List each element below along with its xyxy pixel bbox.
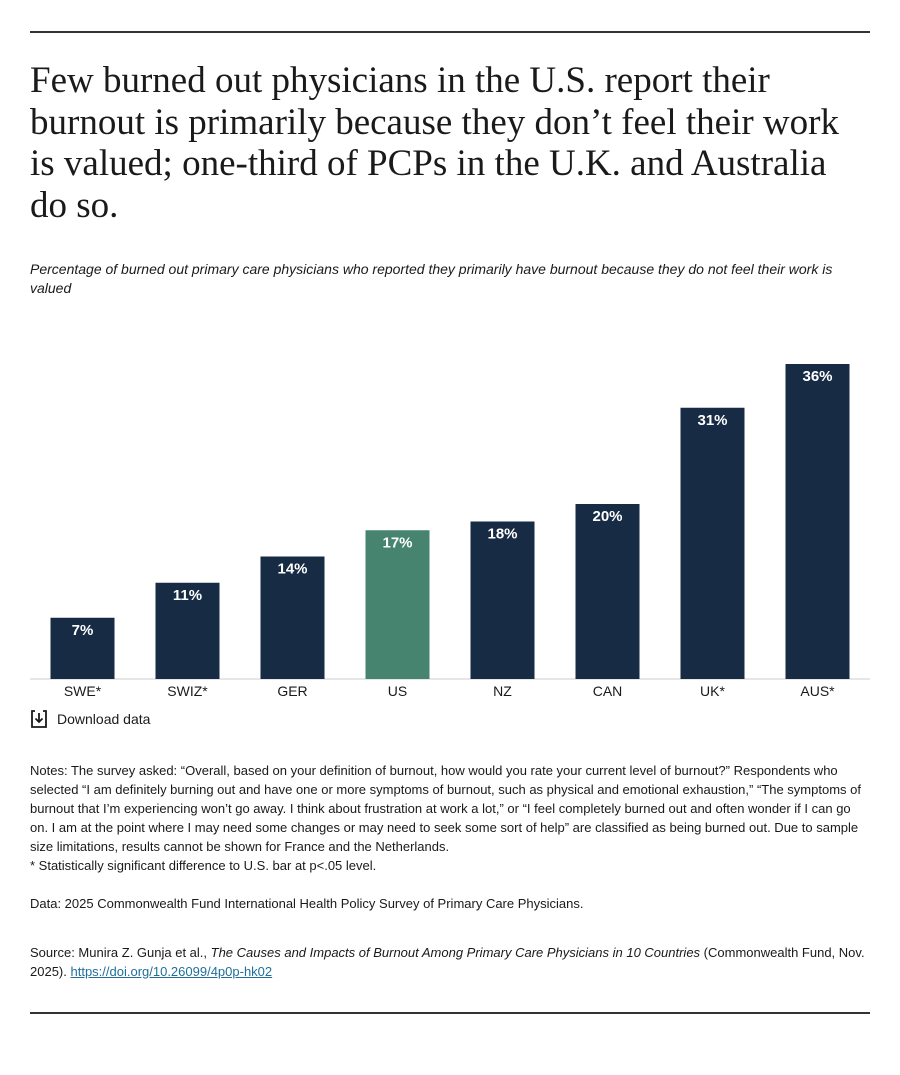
notes: Notes: The survey asked: “Overall, based… bbox=[30, 761, 870, 875]
chart-subtitle: Percentage of burned out primary care ph… bbox=[30, 261, 833, 296]
value-label: 31% bbox=[697, 412, 727, 429]
x-tick-label: US bbox=[388, 683, 407, 699]
bar bbox=[680, 407, 745, 679]
value-label: 17% bbox=[382, 534, 412, 551]
value-label: 36% bbox=[802, 368, 832, 385]
notes-text: Notes: The survey asked: “Overall, based… bbox=[30, 763, 861, 854]
x-tick-label: NZ bbox=[493, 683, 512, 699]
bar bbox=[365, 530, 430, 679]
x-tick-label: CAN bbox=[593, 683, 623, 699]
data-source: Data: 2025 Commonwealth Fund Internation… bbox=[30, 896, 584, 911]
bar bbox=[575, 504, 640, 679]
chart-title: Few burned out physicians in the U.S. re… bbox=[30, 60, 839, 226]
download-label: Download data bbox=[57, 711, 151, 727]
value-label: 14% bbox=[277, 561, 307, 578]
x-tick-label: GER bbox=[277, 683, 307, 699]
source-suffix: (Commonwealth Fund, Nov. 2025). bbox=[30, 945, 865, 979]
x-tick-label: UK* bbox=[700, 683, 725, 699]
value-label: 20% bbox=[592, 508, 622, 525]
x-tick-label: AUS* bbox=[800, 683, 835, 699]
value-label: 7% bbox=[72, 622, 94, 639]
source-prefix: Source: Munira Z. Gunja et al., bbox=[30, 945, 211, 960]
notes-significance: * Statistically significant difference t… bbox=[30, 858, 377, 873]
value-label: 18% bbox=[487, 526, 517, 543]
bottom-rule bbox=[30, 1012, 870, 1014]
source-link[interactable]: https://doi.org/10.26099/4p0p-hk02 bbox=[70, 964, 273, 979]
bar bbox=[260, 556, 325, 679]
bar bbox=[50, 617, 115, 679]
top-rule bbox=[30, 31, 870, 33]
bar bbox=[155, 582, 220, 679]
download-button[interactable]: Download data bbox=[30, 710, 150, 728]
download-icon bbox=[31, 710, 47, 728]
value-label: 11% bbox=[173, 587, 202, 604]
bar bbox=[470, 521, 535, 679]
source-title: The Causes and Impacts of Burnout Among … bbox=[210, 945, 701, 960]
x-tick-label: SWIZ* bbox=[167, 683, 208, 699]
bar bbox=[785, 364, 850, 679]
source: Source: Munira Z. Gunja et al., The Caus… bbox=[30, 943, 870, 981]
x-tick-label: SWE* bbox=[64, 683, 102, 699]
chart: 7% SWE* 11% SWIZ* 14% GER 17% US 18% NZ 20% CAN 31% U… bbox=[30, 364, 870, 699]
